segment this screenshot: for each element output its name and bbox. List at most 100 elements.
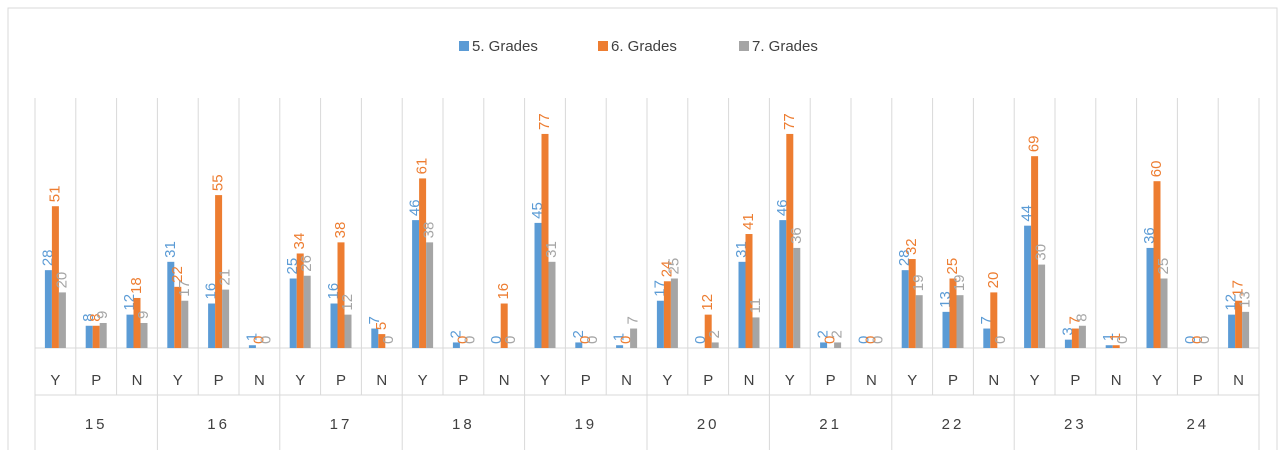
bar: [745, 234, 753, 348]
x-tick-label: P: [214, 372, 224, 389]
x-tick-label: N: [499, 372, 510, 389]
bar: [1064, 339, 1072, 348]
bar: [44, 270, 52, 348]
data-label: 13: [1237, 291, 1254, 308]
data-label: 18: [128, 277, 145, 294]
data-label: 0: [1114, 336, 1131, 344]
bar: [452, 342, 460, 348]
data-label: 1: [1100, 333, 1117, 341]
bar: [215, 195, 223, 348]
bar: [126, 314, 134, 348]
data-label: 7: [1066, 316, 1083, 324]
data-label: 77: [536, 113, 553, 130]
bar: [378, 334, 386, 348]
legend-label: 7. Grades: [752, 38, 818, 55]
bar: [901, 270, 909, 348]
data-label: 0: [1196, 336, 1213, 344]
x-tick-label: N: [132, 372, 143, 389]
data-label: 77: [781, 113, 798, 130]
data-label: 32: [903, 238, 920, 255]
group-label: 17: [330, 416, 353, 433]
x-tick-label: P: [458, 372, 468, 389]
legend-label: 5. Grades: [472, 38, 538, 55]
bar: [779, 220, 787, 348]
x-tick-label: Y: [418, 372, 428, 389]
group-label: 21: [819, 416, 842, 433]
bar: [296, 253, 304, 348]
data-label: 7: [978, 316, 995, 324]
data-label: 9: [135, 311, 152, 319]
data-label: 0: [488, 336, 505, 344]
data-label: 12: [699, 294, 716, 311]
bar: [181, 300, 189, 348]
data-label: 26: [298, 255, 315, 272]
bar: [1071, 328, 1079, 348]
x-tick-label: N: [254, 372, 265, 389]
bar: [500, 303, 508, 348]
data-label: 12: [339, 294, 356, 311]
data-label: 60: [1148, 161, 1165, 178]
group-label: 18: [452, 416, 475, 433]
bar: [1105, 345, 1113, 348]
legend-label: 6. Grades: [611, 38, 677, 55]
data-label: 2: [815, 330, 832, 338]
data-label: 20: [985, 272, 1002, 289]
x-tick-label: P: [703, 372, 713, 389]
group-label: 16: [207, 416, 230, 433]
data-label: 17: [1230, 280, 1247, 297]
bar: [534, 222, 542, 348]
data-label: 17: [176, 280, 193, 297]
data-label: 24: [658, 261, 675, 278]
bar: [630, 328, 638, 348]
x-tick-label: P: [1193, 372, 1203, 389]
bar: [1228, 314, 1236, 348]
data-label: 1: [611, 333, 628, 341]
x-tick-label: Y: [907, 372, 917, 389]
data-label: 1: [1107, 333, 1124, 341]
bar: [167, 261, 175, 348]
data-label: 20: [53, 272, 70, 289]
bar: [344, 314, 352, 348]
data-label: 2: [570, 330, 587, 338]
data-label: 1: [243, 333, 260, 341]
x-tick-label: N: [1233, 372, 1244, 389]
data-label: 0: [692, 336, 709, 344]
data-label: 8: [1073, 313, 1090, 321]
bar: [1146, 247, 1154, 348]
x-tick-label: Y: [50, 372, 60, 389]
x-tick-label: P: [948, 372, 958, 389]
data-label: 0: [454, 336, 471, 344]
bar: [820, 342, 828, 348]
data-label: 0: [992, 336, 1009, 344]
bar: [786, 133, 794, 348]
bar: [174, 286, 182, 348]
bar: [663, 281, 671, 348]
data-label: 11: [747, 298, 764, 314]
bar: [1153, 181, 1161, 348]
data-label: 69: [1026, 135, 1043, 152]
bar: [575, 342, 583, 348]
data-label: 8: [80, 313, 97, 321]
data-label: 0: [869, 336, 886, 344]
bar: [330, 303, 338, 348]
bar: [704, 314, 712, 348]
x-tick-label: Y: [662, 372, 672, 389]
data-label: 0: [618, 336, 635, 344]
data-label: 8: [87, 313, 104, 321]
data-label: 0: [855, 336, 872, 344]
bar: [990, 292, 998, 348]
data-label: 0: [250, 336, 267, 344]
bar: [99, 322, 107, 348]
group-label: 19: [574, 416, 597, 433]
group-label: 22: [942, 416, 965, 433]
bar: [419, 178, 427, 348]
data-label: 38: [421, 222, 438, 239]
bar: [337, 242, 345, 348]
bar: [548, 261, 556, 348]
x-tick-label: P: [826, 372, 836, 389]
bar: [208, 303, 216, 348]
x-tick-label: N: [1111, 372, 1122, 389]
data-label: 0: [257, 336, 274, 344]
bar: [371, 328, 379, 348]
